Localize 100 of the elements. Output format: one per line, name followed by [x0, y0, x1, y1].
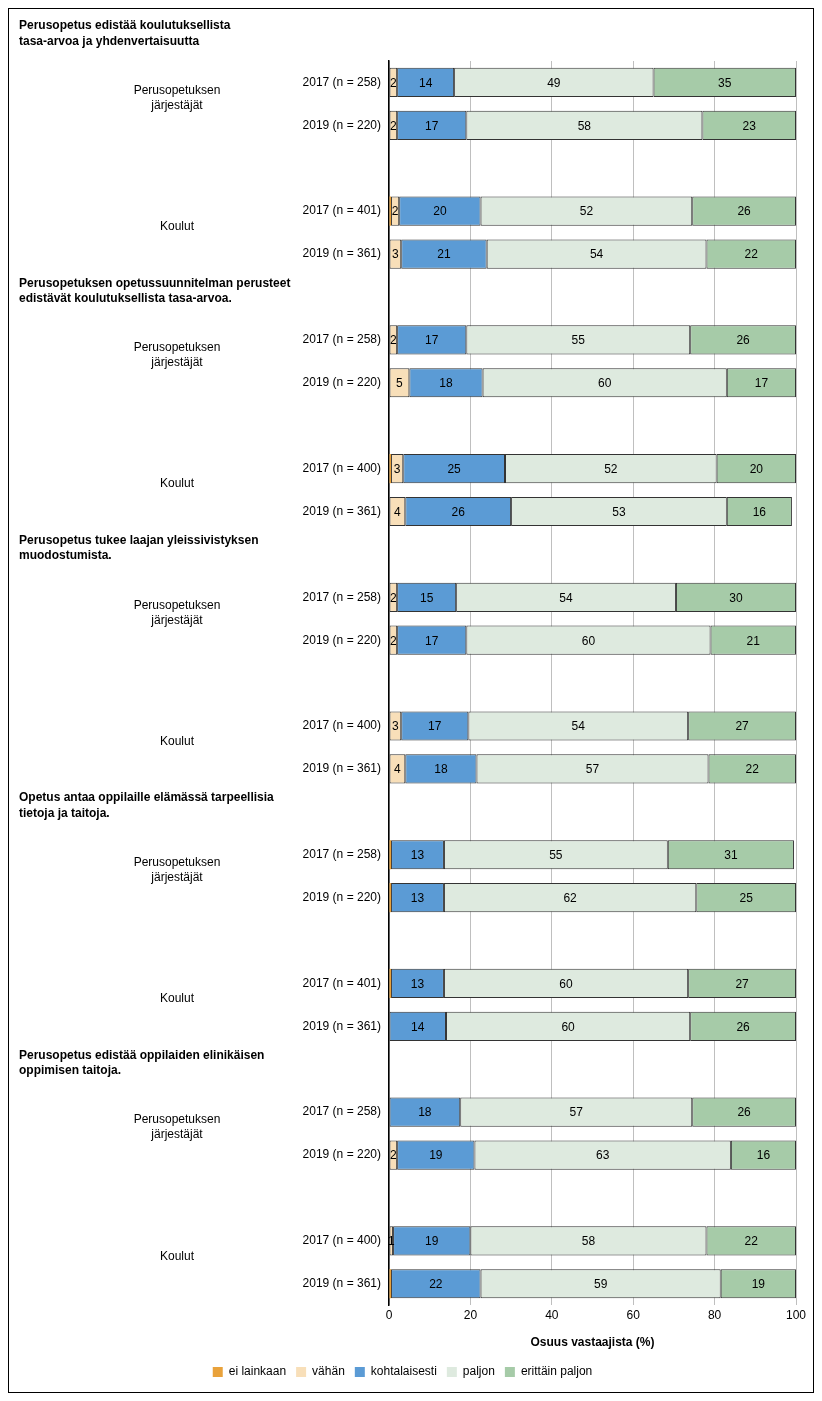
text: Perusopetus edistää oppilaiden elinikäisen oppimisen taitoja. [19, 1047, 265, 1078]
data-label: 14 [418, 75, 433, 90]
legend-label: erittäin paljon [520, 1364, 593, 1379]
data-label: 26 [737, 204, 752, 219]
data-label: 26 [737, 1105, 752, 1120]
legend-label: ei lainkaan [228, 1364, 287, 1379]
text: Perusopetuksen järjestäjät [133, 854, 221, 884]
data-label: 26 [736, 1019, 751, 1034]
data-label: 52 [604, 461, 618, 476]
x-tick-label: 0 [385, 1307, 393, 1322]
data-label: 18 [418, 1105, 432, 1120]
y-tick-label: 2019 (n = 361) [302, 1018, 381, 1033]
data-label: 18 [434, 762, 448, 777]
data-label: 25 [447, 461, 462, 476]
y-tick-label: 2019 (n = 220) [302, 117, 381, 132]
data-label: 19 [751, 1277, 766, 1292]
data-label: 25 [739, 890, 754, 905]
y-tick-label: 2019 (n = 220) [302, 375, 381, 390]
y-tick-label: 2017 (n = 400) [302, 460, 381, 475]
data-label: 17 [754, 376, 769, 391]
data-label: 16 [752, 504, 767, 519]
text: Perusopetus edistää koulutuksellista tasa-arvoa ja yhdenvertaisuutta [19, 18, 231, 48]
data-label: 2 [391, 204, 399, 219]
data-label: 60 [559, 976, 574, 991]
data-label: 57 [585, 762, 600, 777]
data-label: 13 [410, 890, 425, 905]
text: Koulut [159, 1248, 195, 1263]
legend-label: kohtalaisesti [370, 1364, 437, 1379]
x-tick-label: 60 [626, 1307, 641, 1322]
text: Perusopetuksen järjestäjät [133, 340, 221, 370]
data-label: 54 [559, 590, 574, 605]
data-label: 54 [571, 719, 586, 734]
data-label: 22 [744, 1234, 759, 1249]
data-label: 62 [563, 890, 578, 905]
data-label: 18 [439, 376, 453, 391]
data-label: 14 [411, 1019, 425, 1034]
data-label: 21 [746, 633, 761, 648]
data-label: 60 [598, 376, 612, 391]
data-label: 27 [735, 719, 750, 734]
data-label: 17 [425, 333, 439, 348]
data-label: 55 [549, 848, 563, 863]
x-axis-title: Osuus vastaajista (%) [530, 1335, 655, 1350]
data-label: 3 [393, 461, 401, 476]
data-label: 55 [571, 333, 586, 348]
x-tick-label: 40 [545, 1307, 559, 1322]
data-label: 53 [612, 504, 626, 519]
data-label: 27 [735, 976, 750, 991]
data-label: 17 [425, 633, 439, 648]
y-tick-label: 2017 (n = 400) [302, 1233, 381, 1248]
y-tick-label: 2019 (n = 361) [302, 1276, 381, 1291]
y-tick-label: 2017 (n = 258) [302, 1104, 381, 1119]
data-label: 2 [389, 590, 397, 605]
data-label: 52 [579, 204, 594, 219]
data-label: 21 [437, 247, 451, 262]
data-label: 20 [749, 461, 764, 476]
y-tick-label: 2019 (n = 361) [302, 761, 381, 776]
x-tick-label: 80 [707, 1307, 722, 1322]
data-label: 19 [425, 1234, 439, 1249]
text: Koulut [159, 991, 195, 1006]
y-tick-label: 2017 (n = 258) [302, 74, 381, 89]
data-label: 2 [389, 118, 397, 133]
data-label: 17 [425, 118, 439, 133]
text: Perusopetuksen järjestäjät [133, 82, 221, 112]
x-tick-label: 20 [463, 1307, 478, 1322]
data-label: 2 [389, 1148, 397, 1163]
data-label: 3 [392, 247, 400, 262]
y-tick-label: 2017 (n = 400) [302, 718, 381, 733]
y-tick-label: 2019 (n = 220) [302, 632, 381, 647]
data-label: 22 [429, 1277, 443, 1292]
data-label: 5 [396, 376, 404, 391]
text: Perusopetuksen järjestäjät [133, 1112, 221, 1142]
text: Perusopetuksen opetussuunnitelman perusteet edistävät koulutuksellista tasa-arvoa. [19, 275, 291, 306]
y-tick-label: 2017 (n = 258) [302, 847, 381, 862]
data-label: 4 [394, 504, 402, 519]
data-label: 31 [724, 848, 738, 863]
y-tick-label: 2019 (n = 361) [302, 246, 381, 261]
data-label: 13 [410, 848, 425, 863]
data-label: 2 [389, 75, 397, 90]
data-label: 15 [419, 590, 434, 605]
data-label: 58 [581, 1234, 596, 1249]
data-label: 17 [428, 719, 442, 734]
y-tick-label: 2017 (n = 258) [302, 589, 381, 604]
data-label: 63 [596, 1148, 610, 1163]
text: Koulut [159, 733, 195, 748]
data-label: 16 [756, 1148, 771, 1163]
legend-label: vähän [312, 1364, 345, 1379]
data-label: 20 [433, 204, 447, 219]
data-label: 57 [569, 1105, 584, 1120]
data-label: 13 [410, 976, 425, 991]
data-label: 2 [389, 633, 397, 648]
data-label: 49 [547, 75, 561, 90]
data-label: 35 [718, 75, 732, 90]
data-label: 58 [577, 118, 592, 133]
y-tick-label: 2017 (n = 401) [302, 975, 381, 990]
data-label: 22 [745, 762, 760, 777]
data-label: 60 [561, 1019, 576, 1034]
text: Koulut [159, 476, 195, 491]
data-label: 2 [389, 333, 397, 348]
data-label: 30 [729, 590, 743, 605]
text: Opetus antaa oppilaille elämässä tarpeellisia tietoja ja taitoja. [19, 790, 275, 820]
